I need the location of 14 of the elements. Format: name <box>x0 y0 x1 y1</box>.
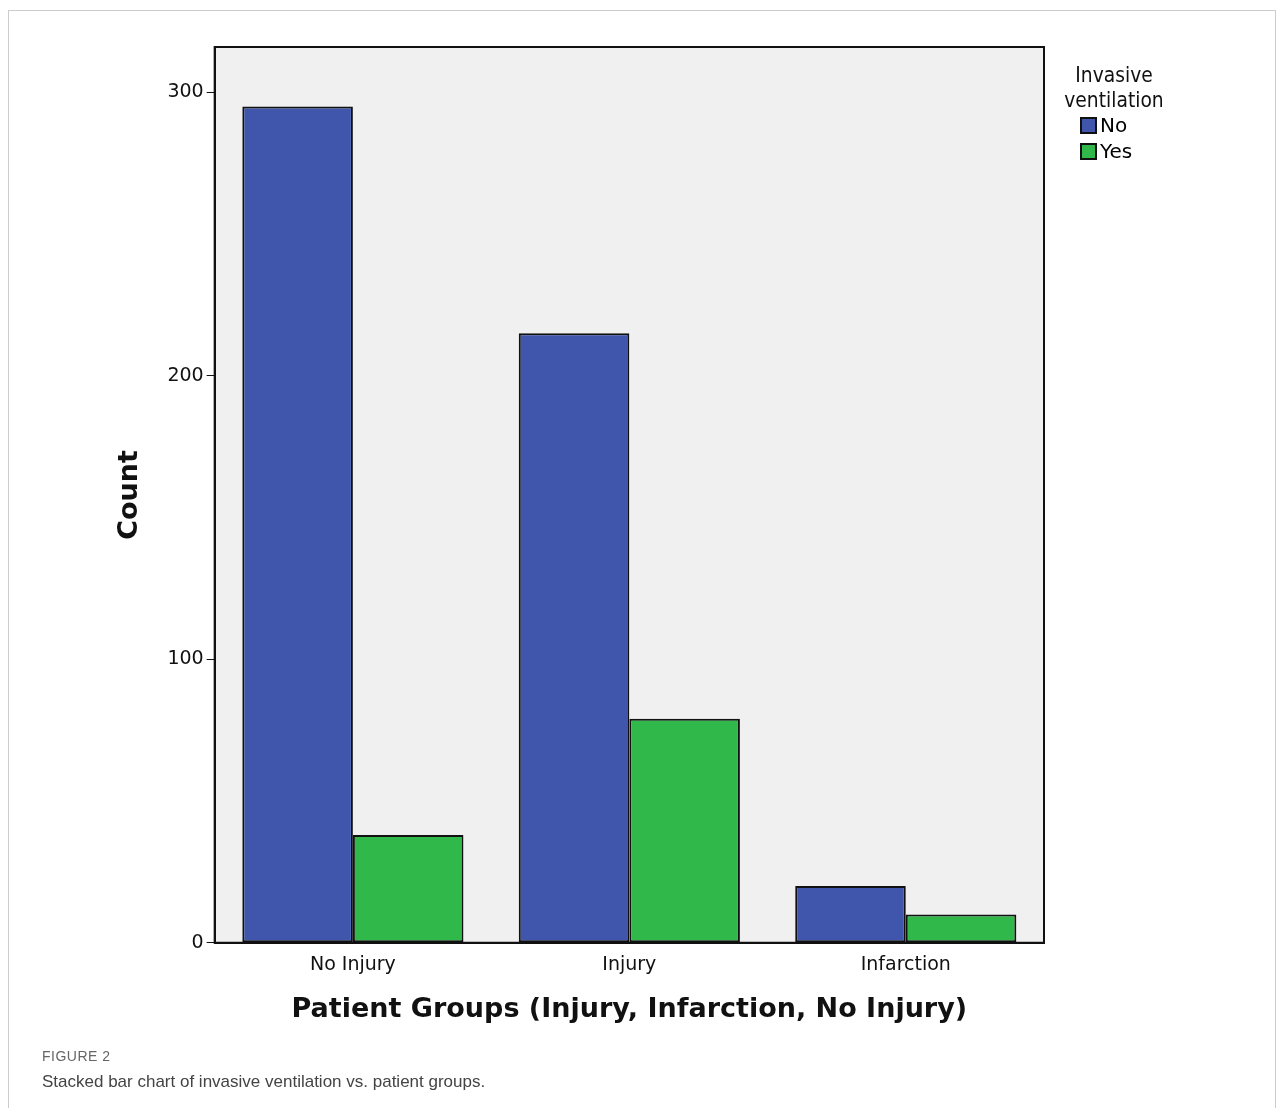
text: Stacked bar chart of invasive ventilation vs. patient groups. <box>42 1072 486 1092</box>
x-tick-label: Injury <box>602 952 657 975</box>
y-tick-label: 0 <box>191 929 204 952</box>
y-tick-label: 100 <box>167 646 204 669</box>
y-tick-label: 200 <box>167 362 204 385</box>
x-tick-label: No Injury <box>309 952 396 975</box>
y-axis-title: Count <box>112 449 144 540</box>
y-tick-label: 300 <box>167 79 204 102</box>
legend-label: No <box>1100 113 1128 137</box>
caption: FIGURE 2 <box>42 1048 112 1064</box>
x-axis-title: Patient Groups (Injury, Infarction, No Injury) <box>291 991 968 1023</box>
legend-label: Yes <box>1100 139 1133 163</box>
x-tick-label: Infarction <box>860 952 951 975</box>
legend-title: Invasive ventilation <box>1063 62 1165 112</box>
